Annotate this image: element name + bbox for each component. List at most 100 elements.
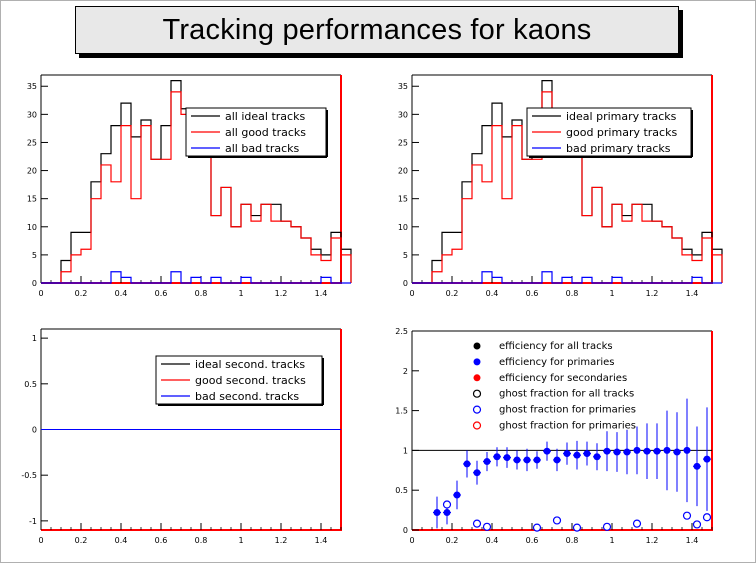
y-tick-label: 35 (27, 82, 37, 91)
x-tick-label: 0 (409, 289, 414, 298)
point-1 (443, 508, 451, 516)
y-tick-label: 10 (398, 223, 408, 232)
point-4 (602, 522, 612, 531)
y-tick-label: 0.5 (395, 486, 408, 495)
legend-marker-5 (472, 421, 482, 430)
y-tick-label: 20 (398, 167, 408, 176)
x-tick-label: 1.4 (315, 289, 328, 298)
y-tick-label: 25 (398, 138, 408, 147)
point-4 (532, 523, 542, 532)
x-tick-label: 0.6 (155, 536, 168, 545)
x-tick-label: 1 (238, 536, 243, 545)
point-1 (513, 456, 521, 464)
y-tick-label: 15 (398, 195, 408, 204)
y-tick-label: 1 (32, 334, 37, 343)
legend-marker-1 (473, 358, 481, 366)
x-tick-label: 0.4 (486, 289, 499, 298)
x-tick-label: 0.2 (75, 289, 88, 298)
y-tick-label: 0 (32, 279, 37, 288)
x-tick-label: 0 (409, 536, 414, 545)
y-tick-label: 10 (27, 223, 37, 232)
legend-label-2: all bad tracks (225, 142, 300, 155)
x-tick-label: 0.8 (195, 536, 208, 545)
x-tick-label: 1.2 (275, 536, 288, 545)
histogram-secondary-tracks: 0 0.2 0.4 0.6 0.8 1 1.2 1.4 -1 -0.5 0 0.5 1 ideal sec… (21, 328, 342, 545)
point-1 (453, 491, 461, 499)
x-tick-label: 1.4 (686, 289, 699, 298)
point-1 (653, 447, 661, 455)
legend-label-0: ideal second. tracks (195, 358, 305, 371)
point-4 (702, 513, 712, 522)
y-tick-label: 5 (403, 251, 408, 260)
point-1 (463, 460, 471, 468)
histogram-all-tracks: 0 0.2 0.4 0.6 0.8 1 1.2 1.4 0 5 10 15 20 25 30 35 all id… (27, 74, 352, 298)
point-1 (563, 450, 571, 458)
point-4 (482, 522, 492, 531)
y-tick-label: 0 (32, 426, 37, 435)
x-tick-label: 1.4 (315, 536, 328, 545)
x-tick-label: 0.8 (195, 289, 208, 298)
x-tick-label: 0.2 (446, 536, 459, 545)
x-tick-label: 0.4 (486, 536, 499, 545)
legend-label-1: good second. tracks (195, 374, 306, 387)
x-tick-label: 0.8 (566, 289, 579, 298)
x-tick-label: 1 (609, 289, 614, 298)
x-tick-label: 1.2 (275, 289, 288, 298)
point-1 (613, 448, 621, 456)
point-1 (643, 447, 651, 455)
legend-marker-2 (473, 374, 481, 382)
title-box: Tracking performances for kaons (75, 6, 679, 54)
point-1 (623, 448, 631, 456)
series-2-histogram (41, 271, 351, 284)
efficiency-plot: 0 0.2 0.4 0.6 0.8 1 1.2 1.4 0 0.5 1 1.5 2 2.5 efficien… (395, 327, 713, 545)
legend-label-2: bad second. tracks (195, 390, 299, 403)
x-tick-label: 0.6 (155, 289, 168, 298)
point-1 (663, 446, 671, 454)
point-1 (583, 450, 591, 458)
y-tick-label: 30 (27, 110, 37, 119)
y-tick-label: 0 (403, 279, 408, 288)
series-2-histogram (412, 271, 722, 284)
point-1 (433, 508, 441, 516)
legend-label-1: efficiency for primaries (499, 357, 614, 368)
point-4 (692, 520, 702, 529)
y-tick-label: -1 (29, 517, 37, 526)
legend-label-2: bad primary tracks (566, 142, 671, 155)
point-1 (523, 456, 531, 464)
histogram-primary-tracks: 0 0.2 0.4 0.6 0.8 1 1.2 1.4 0 5 10 15 20 25 30 35 ideal … (398, 74, 723, 298)
x-tick-label: 0 (38, 536, 43, 545)
x-tick-label: 1.4 (686, 536, 699, 545)
point-4 (632, 519, 642, 528)
x-tick-label: 0.4 (115, 289, 128, 298)
legend-label-0: ideal primary tracks (566, 110, 677, 123)
point-1 (633, 446, 641, 454)
y-tick-label: 1 (403, 446, 408, 455)
point-4 (552, 516, 562, 525)
y-tick-label: -0.5 (21, 471, 37, 480)
point-1 (553, 456, 561, 464)
x-tick-label: 0.2 (446, 289, 459, 298)
y-tick-label: 0.5 (24, 380, 37, 389)
y-tick-label: 2 (403, 367, 408, 376)
point-1 (693, 462, 701, 470)
point-4 (572, 523, 582, 532)
x-tick-label: 1.2 (646, 536, 659, 545)
point-1 (683, 446, 691, 454)
point-1 (493, 453, 501, 461)
x-tick-label: 1 (609, 536, 614, 545)
x-tick-label: 0 (38, 289, 43, 298)
x-tick-label: 0.2 (75, 536, 88, 545)
legend-marker-3 (472, 389, 482, 398)
point-1 (543, 447, 551, 455)
legend-label-3: ghost fraction for all tracks (499, 389, 634, 400)
x-tick-label: 1 (238, 289, 243, 298)
x-tick-label: 0.4 (115, 536, 128, 545)
pad-all-tracks: 0 0.2 0.4 0.6 0.8 1 1.2 1.4 0 5 10 15 20 25 30 35 all id… (8, 63, 376, 301)
point-1 (703, 455, 711, 463)
legend-label-4: ghost fraction for primaries (499, 405, 636, 416)
pad-primary-tracks: 0 0.2 0.4 0.6 0.8 1 1.2 1.4 0 5 10 15 20 25 30 35 ideal … (379, 63, 747, 301)
point-4 (442, 500, 452, 509)
y-tick-label: 35 (398, 82, 408, 91)
legend-marker-0 (473, 342, 481, 350)
